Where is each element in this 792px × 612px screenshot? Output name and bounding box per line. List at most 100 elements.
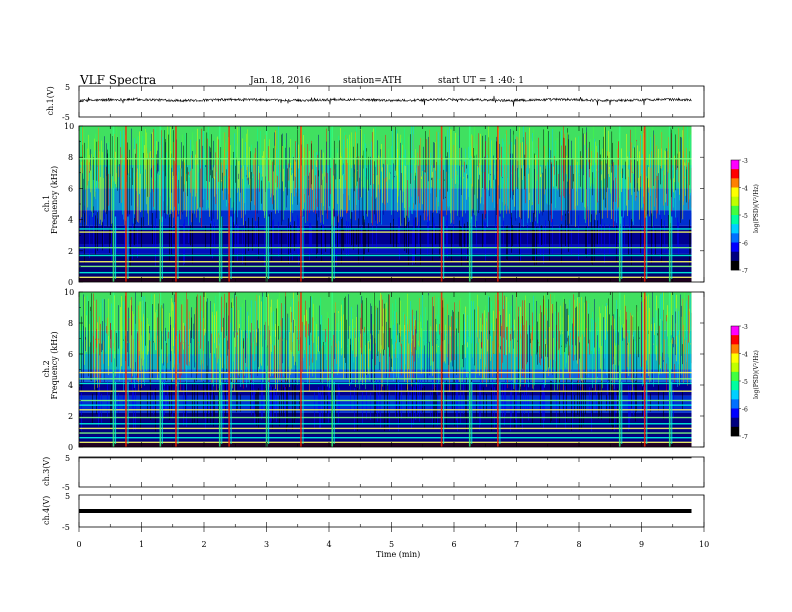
- spectrogram-streak: [584, 302, 585, 338]
- spectrogram-streak: [164, 130, 165, 214]
- spectrogram-streak-low: [285, 389, 286, 425]
- spectrogram-streak: [194, 314, 195, 368]
- spectrogram-streak: [353, 146, 354, 211]
- spectrogram-streak-low: [384, 384, 385, 432]
- spectrogram-streak: [123, 339, 124, 341]
- spectrogram-streak-low: [503, 217, 504, 250]
- spectrogram-streak: [91, 293, 92, 382]
- station-line: [79, 404, 692, 406]
- spectrogram-streak: [482, 135, 483, 189]
- spectrogram-streak: [336, 167, 337, 169]
- spectrogram-streak: [320, 297, 322, 343]
- spectrogram-streak: [214, 165, 216, 197]
- spectrogram-streak-low: [653, 216, 654, 256]
- spectrogram-streak: [119, 164, 120, 204]
- spectrogram-streak-low: [235, 221, 236, 255]
- spectrogram-streak: [248, 315, 250, 380]
- spectrogram-streak: [600, 313, 601, 369]
- spectrogram-streak: [103, 340, 105, 364]
- spectrogram-streak: [408, 343, 410, 370]
- spectrogram-streak: [466, 346, 468, 378]
- y-tick-label: 6: [68, 184, 73, 193]
- spectrogram-streak: [170, 316, 171, 362]
- spectrogram-streak: [603, 136, 604, 200]
- spectrogram-streak: [388, 148, 389, 180]
- spectrogram-streak-low: [257, 390, 258, 418]
- spectrogram-streak: [541, 312, 543, 359]
- spectrogram-streak: [539, 313, 540, 358]
- spectrogram-streak: [353, 325, 354, 363]
- spectrogram-streak: [563, 126, 564, 197]
- spectrogram-streak-low: [420, 215, 421, 265]
- spectrogram-streak: [278, 325, 279, 340]
- sferic-line-low: [499, 381, 501, 444]
- spectrogram-streak-low: [153, 391, 154, 415]
- spectrogram-streak-low: [494, 387, 495, 428]
- spectrogram-streak: [319, 305, 320, 352]
- spectrogram-streak: [622, 168, 624, 178]
- spectrogram-streak: [392, 303, 393, 356]
- spectrogram-streak-low: [532, 221, 533, 261]
- spectrogram-streak-low: [341, 219, 342, 264]
- spectrogram-streak: [275, 130, 276, 214]
- spectrogram-streak: [609, 167, 610, 177]
- spectrogram-streak: [479, 338, 480, 376]
- spectrogram-streak-low: [251, 380, 252, 416]
- y-tick-label: 6: [68, 350, 73, 359]
- spectrogram-streak: [446, 333, 447, 336]
- spectrogram-streak: [400, 142, 401, 191]
- spectrogram-streak: [360, 129, 361, 198]
- spectrogram-streak: [634, 147, 635, 192]
- spectrogram-streak: [213, 140, 214, 219]
- spectrogram-streak: [269, 139, 270, 183]
- spectrogram-streak: [350, 141, 351, 219]
- spectrogram-streak: [680, 136, 681, 223]
- spectrogram-streak: [233, 152, 235, 203]
- spectrogram-streak: [509, 313, 510, 353]
- spectrogram-streak: [502, 176, 503, 178]
- spectrogram-streak-low: [536, 227, 537, 265]
- spectrogram-streak-low: [412, 378, 413, 420]
- spectrogram-streak: [636, 141, 637, 196]
- spectrogram-streak: [382, 326, 384, 387]
- spectrogram-streak: [445, 158, 446, 197]
- spectrogram-streak: [662, 171, 663, 181]
- spectrogram-streak-low: [218, 388, 219, 426]
- spectrogram-streak: [427, 320, 428, 391]
- spectrogram-streak: [448, 315, 450, 365]
- spectrogram-streak: [280, 138, 281, 173]
- station-line: [79, 246, 692, 249]
- spectrogram-streak: [454, 302, 455, 360]
- spectrogram-streak: [682, 298, 684, 338]
- spectrogram-streak: [252, 176, 253, 178]
- spectrogram-streak: [577, 297, 578, 364]
- spectrogram-streak: [316, 324, 317, 361]
- spectrogram-streak: [82, 326, 83, 342]
- spectrogram-streak-low: [453, 219, 454, 251]
- spectrogram-streak-low: [598, 384, 599, 419]
- colorbar-tick-label: -3: [742, 158, 748, 165]
- colorbar-cell: [731, 196, 739, 207]
- spectrogram-streak-low: [437, 380, 438, 426]
- spectrogram-streak: [424, 170, 425, 173]
- spectrogram-streak: [440, 154, 441, 172]
- spectrogram-streak: [195, 307, 196, 356]
- spectrogram-streak: [231, 308, 233, 391]
- spectrogram-streak: [366, 151, 367, 169]
- station-line: [79, 409, 692, 411]
- spectrogram-streak: [426, 139, 427, 221]
- spectrogram-streak: [635, 126, 636, 180]
- spectrogram-streak-low: [294, 385, 295, 424]
- spectrogram-streak: [467, 342, 468, 348]
- spectrogram-streak-low: [281, 380, 282, 416]
- spectrogram-streak: [622, 327, 623, 341]
- spectrogram-streak: [510, 153, 511, 198]
- spectrogram-streak: [344, 297, 345, 358]
- spectrogram-streak: [684, 162, 686, 166]
- spectrogram-streak: [166, 342, 168, 382]
- spectrogram-streak: [208, 127, 209, 208]
- spectrogram-streak: [467, 174, 469, 179]
- spectrogram-streak: [303, 303, 304, 358]
- channel-label: ch.1: [42, 195, 51, 212]
- spectrogram-streak: [432, 177, 433, 223]
